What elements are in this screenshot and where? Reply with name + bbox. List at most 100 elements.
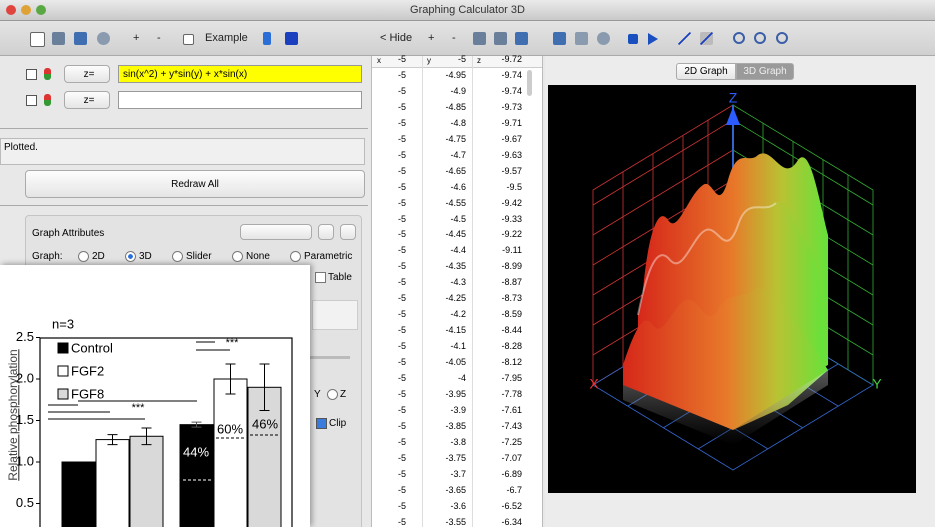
close-button[interactable] [6,5,16,15]
z-radio[interactable] [327,389,338,400]
table-cell: -4.5 [450,213,466,224]
equation-1-field[interactable]: sin(x^2) + y*sin(y) + x*sin(x) [118,65,362,83]
slider-track[interactable] [310,356,350,359]
add-button[interactable]: + [133,32,140,44]
graph-radio[interactable] [125,251,136,262]
table-cell: -5 [397,484,406,495]
graph-icon-3[interactable] [597,32,610,45]
table-cell: -4.95 [445,69,466,80]
equation-2-color[interactable] [44,94,51,106]
table-cell: -9.22 [501,229,522,240]
table-cell: -5 [397,277,406,288]
graph-radio[interactable] [78,251,89,262]
graph-option-label: Parametric [304,251,353,262]
annotation: *** [226,337,240,349]
zoom-button[interactable] [36,5,46,15]
table-cell: -5 [397,213,406,224]
y-tick-label: 1.5 [16,412,34,427]
status-text: Plotted. [4,142,38,153]
graph-icon-2[interactable] [575,32,588,45]
pin-icon[interactable] [263,32,271,45]
equation-1-color[interactable] [44,68,51,80]
scrollbar[interactable] [527,70,532,96]
open-icon[interactable] [52,32,65,45]
table-cell: -5 [397,54,406,64]
table-add-button[interactable]: + [428,32,435,44]
attributes-dropdown[interactable] [240,224,312,240]
redraw-button[interactable]: Redraw All [25,170,365,198]
column-header: y [427,56,431,65]
line-tool[interactable] [678,32,691,45]
remove-button[interactable]: - [157,32,161,44]
equation-2-checkbox[interactable] [26,95,37,106]
table-cell: -9.73 [501,101,522,112]
table-cell: -4.75 [445,133,466,144]
table-cell: -4.9 [450,85,466,96]
equation-1-operator[interactable]: z= [64,65,110,83]
print-icon[interactable] [97,32,110,45]
attr-add[interactable] [318,224,334,240]
table-cell: -7.07 [501,452,522,463]
table-cell: -4.35 [445,261,466,272]
legend-label: Control [71,340,113,355]
table-icon-1[interactable] [473,32,486,45]
example-checkbox[interactable] [183,34,194,45]
title-bar: Graphing Calculator 3D [0,0,935,21]
table-cell: -5 [397,165,406,176]
table-icon-2[interactable] [494,32,507,45]
y-tick-label: 2.5 [16,329,34,344]
play-button[interactable] [648,33,658,45]
zoom-in-tool[interactable] [754,32,766,44]
z-label: Z [340,389,347,400]
equation-1-checkbox[interactable] [26,69,37,80]
table-cell: -3.8 [450,436,466,447]
table-cell: -8.28 [501,341,522,352]
grid-icon[interactable] [285,32,298,45]
table-cell: -3.7 [450,468,466,479]
col-sep [422,56,423,527]
graph-radio[interactable] [172,251,183,262]
stop-button[interactable] [628,34,638,44]
table-cell: -3.9 [450,404,466,415]
equation-2-operator[interactable]: z= [64,91,110,109]
hide-button[interactable]: < Hide [380,32,413,44]
table-cell: -5 [457,54,466,64]
graph-option-label: 2D [92,251,105,262]
table-icon-3[interactable] [515,32,528,45]
line-tool-active[interactable] [700,32,713,45]
tab-3d[interactable]: 3D Graph [736,63,794,80]
table-remove-button[interactable]: - [452,32,456,44]
attr-remove[interactable] [340,224,356,240]
window-title: Graphing Calculator 3D [410,4,525,16]
surface-front [623,288,828,430]
zoom-out-tool[interactable] [776,32,788,44]
legend-label: FGF2 [71,363,104,378]
table-cell: -5 [397,229,406,240]
zoom-tool[interactable] [733,32,745,44]
table-cell: -4.15 [445,325,466,336]
y-tick-label: 1.0 [16,453,34,468]
clip-checkbox[interactable] [316,418,327,429]
equation-2-field[interactable] [118,91,362,109]
graph-radio[interactable] [290,251,301,262]
error-bar [225,363,236,395]
table-cell: -5 [397,325,406,336]
col-sep [472,56,473,527]
minimize-button[interactable] [21,5,31,15]
graph-icon-1[interactable] [553,32,566,45]
save-icon[interactable] [74,32,87,45]
z-arrow [726,107,740,125]
column-header: x [377,56,381,65]
table-cell: -5 [397,69,406,80]
table-checkbox[interactable] [315,272,326,283]
annotation: 44% [183,444,209,459]
table-cell: -5 [397,101,406,112]
graph-radio[interactable] [232,251,243,262]
divider [0,128,368,129]
new-icon[interactable] [30,32,45,47]
table-cell: -4.6 [450,181,466,192]
tab-2d[interactable]: 2D Graph [676,63,736,80]
z-axis-label: Z [729,90,738,106]
annotation: 60% [217,421,243,436]
